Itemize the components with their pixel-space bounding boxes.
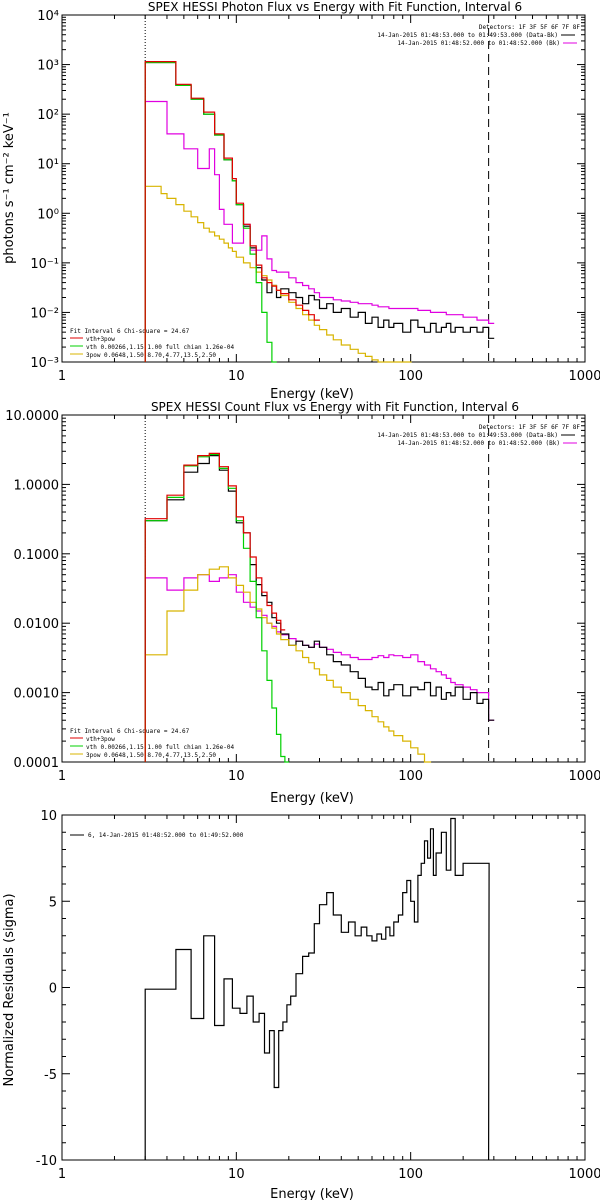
panel-3-ylabel: Normalized Residuals (sigma) xyxy=(2,893,17,1086)
y-tick-label: 10¹ xyxy=(37,158,59,173)
y-tick-label: 10 xyxy=(40,809,57,824)
x-tick-label: 1 xyxy=(58,769,66,784)
y-tick-label: 10⁻² xyxy=(30,306,59,321)
x-tick-label: 10 xyxy=(228,769,245,784)
series-powerlaw xyxy=(144,566,432,763)
y-tick-label: -5 xyxy=(44,1068,57,1083)
y-tick-label: 10⁻³ xyxy=(30,356,59,371)
series-residuals xyxy=(144,817,490,1161)
series-thermal xyxy=(144,61,277,363)
panel-1-fit-line-1: Fit Interval 6 Chi-square = 24.67 xyxy=(70,328,190,335)
residuals-panel: 6, 14-Jan-2015 01:48:52.000 to 01:49:52.… xyxy=(2,809,600,1200)
x-tick-label: 1000 xyxy=(568,369,600,384)
panel-2-data-line: 14-Jan-2015 01:48:53.000 to 01:49:53.000… xyxy=(377,432,558,439)
plot-frame xyxy=(61,414,586,763)
series-data xyxy=(144,61,495,362)
x-tick-label: 1 xyxy=(58,1167,66,1182)
panel-2-fit-line-1: Fit Interval 6 Chi-square = 24.67 xyxy=(70,728,190,735)
panel-1-fit-line-2: vth+3pow xyxy=(86,336,115,343)
photon-flux-panel: SPEX HESSI Photon Flux vs Energy with Fi… xyxy=(2,0,600,402)
y-tick-label: 10⁴ xyxy=(37,9,59,24)
x-tick-label: 100 xyxy=(398,1167,423,1182)
series-background xyxy=(144,100,495,362)
y-tick-label: 10⁻¹ xyxy=(30,257,59,272)
y-tick-label: 10.0000 xyxy=(5,409,59,424)
y-tick-label: 0.0001 xyxy=(14,756,60,771)
plot-frame xyxy=(61,14,586,363)
series-total xyxy=(144,61,320,362)
panel-2-bk-line: 14-Jan-2015 01:48:52.000 to 01:48:52.000… xyxy=(397,440,560,447)
panel-1-ylabel: photons s⁻¹ cm⁻² keV⁻¹ xyxy=(2,112,17,264)
panel-3-xlabel: Energy (keV) xyxy=(270,1187,354,1200)
plot-frame xyxy=(61,814,586,1161)
panel-1-data-line: 14-Jan-2015 01:48:53.000 to 01:49:53.000… xyxy=(377,32,558,39)
x-tick-label: 1000 xyxy=(568,1167,600,1182)
panel-1-bk-line: 14-Jan-2015 01:48:52.000 to 01:48:52.000… xyxy=(397,40,560,47)
series-powerlaw xyxy=(144,185,412,363)
count-flux-panel: SPEX HESSI Count Flux vs Energy with Fit… xyxy=(5,400,600,806)
panel-1-xlabel: Energy (keV) xyxy=(270,387,354,402)
x-tick-label: 1000 xyxy=(568,769,600,784)
x-tick-label: 10 xyxy=(228,369,245,384)
y-tick-label: 10³ xyxy=(37,59,59,74)
y-tick-label: 0 xyxy=(49,982,57,997)
series-background xyxy=(144,574,495,762)
panel-1-detectors: Detectors: 1F 3F 5F 6F 7F 8F xyxy=(479,24,581,31)
x-tick-label: 10 xyxy=(228,1167,245,1182)
panel-2-xlabel: Energy (keV) xyxy=(270,791,354,806)
y-tick-label: 10⁰ xyxy=(37,207,59,222)
y-tick-label: 0.1000 xyxy=(14,548,60,563)
y-tick-label: -10 xyxy=(36,1154,57,1169)
panel-2-detectors: Detectors: 1F 3F 5F 6F 7F 8F xyxy=(479,424,581,431)
panel-1-fit-line-3: vth 0.00266,1.15,1.00 full chian 1.26e-0… xyxy=(86,344,234,351)
y-tick-label: 5 xyxy=(49,895,57,910)
x-tick-label: 100 xyxy=(398,769,423,784)
panel-2-fit-line-3: vth 0.00266,1.15,1.00 full chian 1.26e-0… xyxy=(86,744,234,751)
x-tick-label: 100 xyxy=(398,369,423,384)
y-tick-label: 1.0000 xyxy=(14,478,60,493)
series-data xyxy=(144,455,495,762)
y-tick-label: 10² xyxy=(37,108,59,123)
panel-2-title: SPEX HESSI Count Flux vs Energy with Fit… xyxy=(151,400,519,414)
panel-2-fit-line-2: vth+3pow xyxy=(86,736,115,743)
y-tick-label: 0.0100 xyxy=(14,617,60,632)
panel-1-fit-line-4: 3pow 0.0648,1.50,8.70,4.77,13.5,2.50 xyxy=(86,352,216,359)
panel-3-legend: 6, 14-Jan-2015 01:48:52.000 to 01:49:52.… xyxy=(88,832,244,839)
series-total xyxy=(144,452,286,762)
y-tick-label: 0.0010 xyxy=(14,687,60,702)
panel-2-fit-line-4: 3pow 0.0648,1.50,8.70,4.77,13.5,2.50 xyxy=(86,752,216,759)
x-tick-label: 1 xyxy=(58,369,66,384)
series-thermal xyxy=(144,453,289,763)
panel-1-title: SPEX HESSI Photon Flux vs Energy with Fi… xyxy=(148,0,522,14)
